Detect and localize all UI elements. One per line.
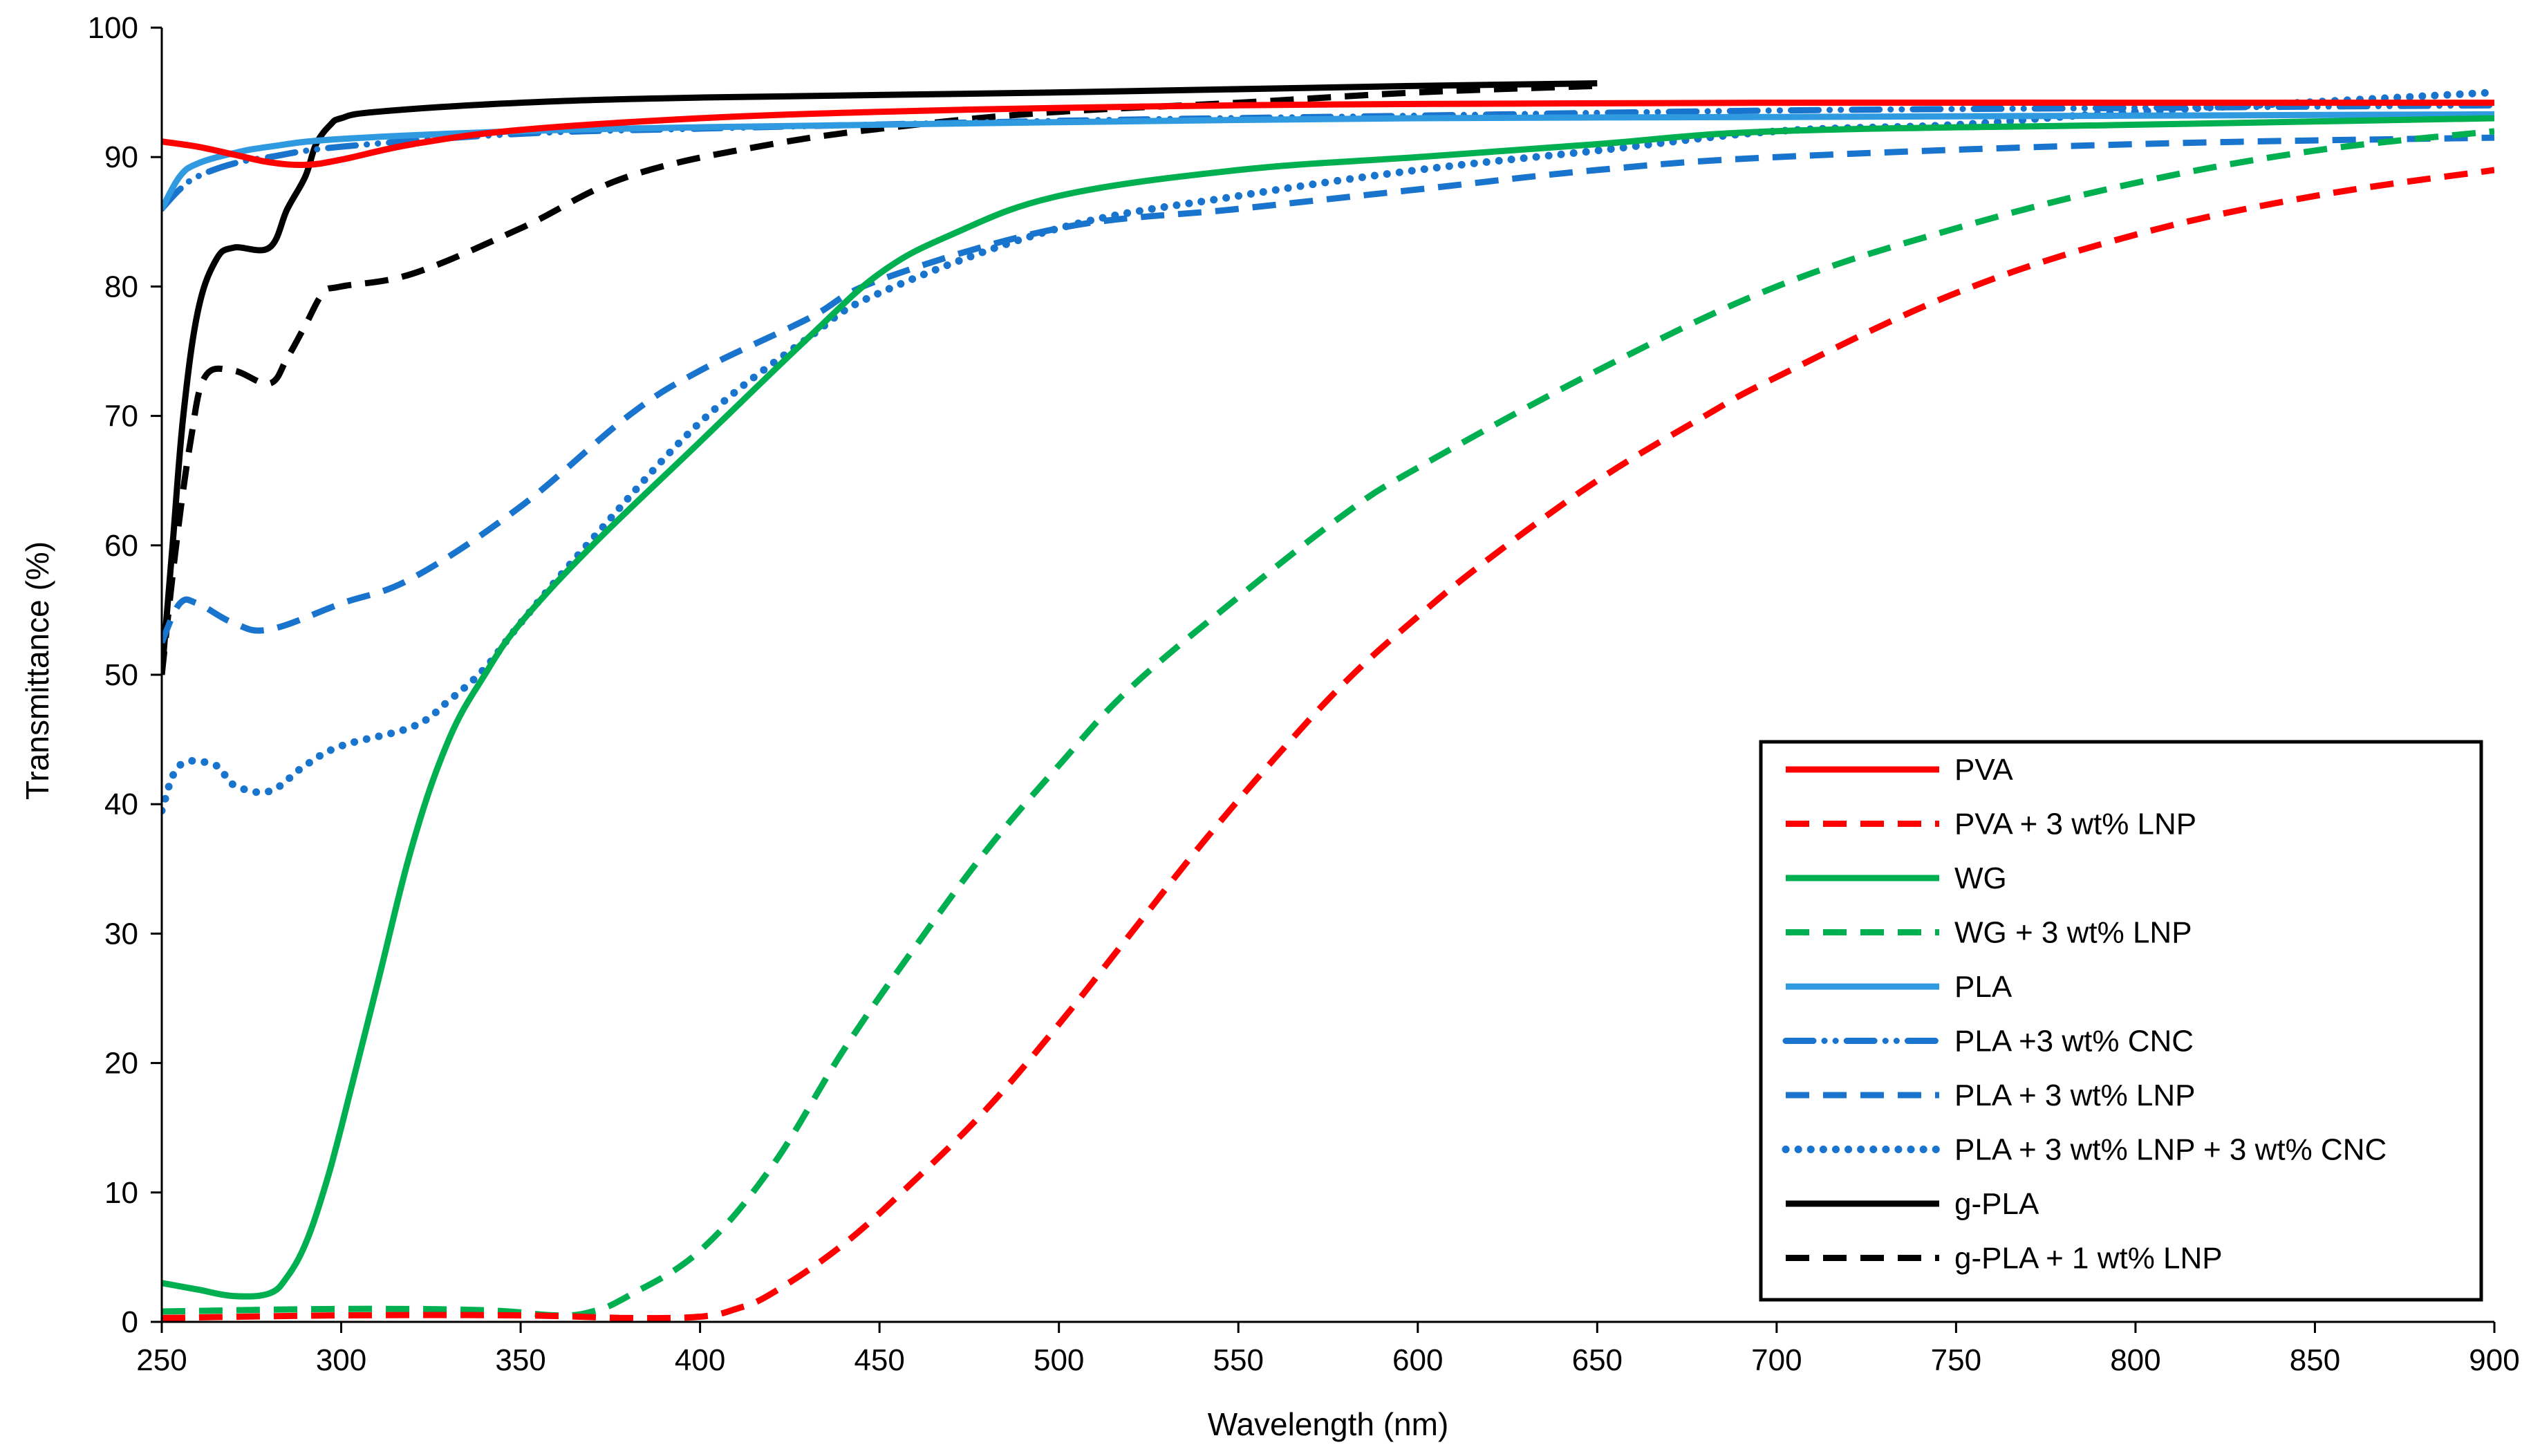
legend-label: PLA +3 wt% CNC (1954, 1025, 2194, 1058)
x-tick-label: 550 (1213, 1343, 1264, 1377)
series-line-4 (162, 128, 2494, 1319)
x-tick-label: 900 (2469, 1343, 2519, 1377)
legend-label: PVA + 3 wt% LNP (1954, 808, 2196, 841)
legend-label: PLA + 3 wt% LNP (1954, 1079, 2196, 1112)
series-line-2 (162, 167, 2494, 1322)
y-tick-label: 50 (104, 658, 138, 692)
x-tick-label: 500 (1034, 1343, 1084, 1377)
y-tick-label: 80 (104, 270, 138, 304)
y-tick-label: 100 (88, 11, 138, 45)
x-tick-label: 400 (675, 1343, 725, 1377)
y-tick-label: 30 (104, 917, 138, 951)
legend: PVA PVA + 3 wt% LNP WG WG + 3 wt% LNP PLA PLA… (1759, 740, 2483, 1302)
x-tick-label: 650 (1572, 1343, 1623, 1377)
x-tick-label: 800 (2110, 1343, 2160, 1377)
x-tick-label: 600 (1392, 1343, 1443, 1377)
series-line-10 (162, 82, 1598, 675)
series-line-1 (162, 99, 2494, 169)
x-tick-label: 750 (1931, 1343, 1981, 1377)
x-tick-label: 300 (316, 1343, 366, 1377)
legend-label: PVA (1954, 753, 2013, 787)
axes-layer: 250 300 350 400 450 500 550 600 650 700 750 800 850 9… (88, 11, 2520, 1377)
y-tick-label: 60 (104, 529, 138, 563)
x-tick-label: 700 (1751, 1343, 1802, 1377)
x-tick-label: 250 (136, 1343, 187, 1377)
legend-label: WG (1954, 861, 2007, 895)
legend-label: PLA (1954, 970, 2012, 1004)
series-layer (162, 80, 2494, 1322)
legend-label: g-PLA (1954, 1187, 2039, 1221)
x-tick-label: 350 (495, 1343, 545, 1377)
y-tick-label: 90 (104, 140, 138, 174)
series-line-9 (162, 80, 1598, 675)
y-tick-label: 20 (104, 1047, 138, 1081)
legend-label: g-PLA + 1 wt% LNP (1954, 1242, 2223, 1276)
y-axis-title: Transmittance (%) (19, 541, 55, 800)
legend-label: PLA + 3 wt% LNP + 3 wt% CNC (1954, 1133, 2387, 1167)
series-line-7 (162, 134, 2494, 644)
x-axis-title: Wavelength (nm) (1208, 1406, 1449, 1442)
y-tick-label: 10 (104, 1176, 138, 1210)
y-tick-label: 0 (122, 1305, 138, 1339)
series-line-5 (162, 111, 2494, 211)
x-tick-label: 850 (2290, 1343, 2340, 1377)
legend-label: WG + 3 wt% LNP (1954, 916, 2192, 950)
y-tick-label: 70 (104, 400, 138, 433)
x-tick-label: 450 (854, 1343, 904, 1377)
y-tick-label: 40 (104, 787, 138, 821)
series-line-3 (162, 115, 2494, 1300)
